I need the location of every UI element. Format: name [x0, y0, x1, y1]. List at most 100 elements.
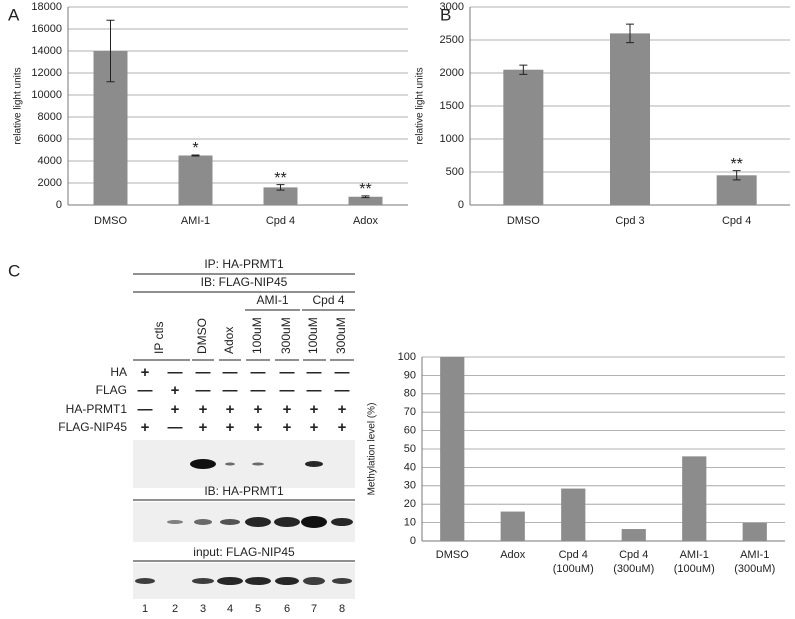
error-bar [519, 64, 528, 75]
y-tick-label: 20 [404, 498, 416, 510]
condition-mark: — [280, 382, 295, 399]
condition-mark: + [141, 419, 150, 436]
y-tick-label: 10 [404, 517, 416, 529]
y-tick-label: 0 [56, 199, 62, 211]
band [194, 519, 212, 525]
condition-mark: — [138, 382, 153, 399]
band [217, 577, 243, 585]
condition-mark: + [254, 419, 263, 436]
x-tick-label: Cpd 4 [722, 215, 751, 227]
bar [561, 488, 586, 541]
condition-mark: + [338, 401, 347, 418]
x-tick-label: DMSO [436, 549, 469, 561]
significance: ** [274, 170, 286, 187]
condition-mark: — [168, 419, 183, 436]
band [252, 462, 264, 466]
y-tick-label: 2500 [440, 34, 464, 46]
bar [263, 187, 298, 205]
condition-mark: — [280, 364, 295, 381]
condition-mark: — [196, 364, 211, 381]
bar [500, 511, 525, 541]
bar [503, 69, 544, 205]
y-tick-label: 1000 [440, 133, 464, 145]
y-tick-label: 30 [404, 480, 416, 492]
condition-mark: — [307, 382, 322, 399]
condition-mark: + [310, 419, 319, 436]
y-tick-label: 16000 [31, 23, 62, 35]
band [301, 516, 327, 528]
lane-number: 5 [255, 603, 261, 615]
y-tick-label: 80 [404, 388, 416, 400]
x-tick-label: Cpd 3 [615, 215, 644, 227]
x-tick-label: Cpd 4 [619, 549, 648, 561]
lane-number: 4 [227, 603, 233, 615]
significance: * [192, 140, 198, 157]
panel-label: B [440, 5, 451, 24]
condition-mark: + [141, 364, 150, 381]
condition-mark: — [138, 401, 153, 418]
band [135, 578, 155, 584]
condition-mark: — [251, 382, 266, 399]
y-tick-label: 50 [404, 443, 416, 455]
lane-label: DMSO [195, 318, 209, 354]
y-tick-label: 100 [398, 351, 416, 363]
condition-mark: — [196, 382, 211, 399]
significance: ** [359, 181, 371, 198]
band [305, 461, 323, 467]
y-tick-label: 8000 [38, 111, 62, 123]
blot-header: IP: HA-PRMT1 [204, 257, 284, 271]
lane-label: 100uM [250, 317, 264, 354]
condition-mark: — [223, 382, 238, 399]
error-bar [732, 170, 741, 181]
y-tick-label: 70 [404, 406, 416, 418]
blot-header: IB: FLAG-NIP45 [201, 275, 288, 289]
y-tick-label: 40 [404, 461, 416, 473]
condition-mark: — [223, 364, 238, 381]
y-tick-label: 12000 [31, 67, 62, 79]
x-tick-label: (300uM) [734, 563, 775, 575]
y-tick-label: 3000 [440, 1, 464, 13]
condition-mark: + [254, 401, 263, 418]
band [245, 577, 271, 585]
x-tick-label: (100uM) [674, 563, 715, 575]
lane-group: AMI-1 [256, 293, 288, 307]
bar [610, 33, 650, 206]
y-tick-label: 90 [404, 369, 416, 381]
lane-label: IP ctls [152, 322, 166, 354]
x-tick-label: Adox [353, 215, 379, 227]
bar [621, 529, 646, 541]
y-tick-label: 6000 [38, 133, 62, 145]
error-bar [276, 184, 285, 191]
band [275, 577, 299, 585]
bar [682, 456, 707, 541]
condition-mark: + [283, 419, 292, 436]
band [303, 577, 325, 585]
band [245, 517, 271, 527]
condition-mark: + [226, 419, 235, 436]
condition-mark: + [199, 401, 208, 418]
panel-label: A [8, 5, 20, 24]
y-tick-label: 2000 [440, 67, 464, 79]
condition-mark: + [171, 382, 180, 399]
lane-number: 1 [142, 603, 148, 615]
row-label: FLAG [96, 383, 127, 397]
lane-label: 100uM [306, 317, 320, 354]
band [167, 520, 183, 524]
error-bar [626, 23, 634, 44]
y-tick-label: 10000 [31, 89, 62, 101]
x-tick-label: (100uM) [553, 563, 594, 575]
condition-mark: — [168, 364, 183, 381]
y-tick-label: 0 [410, 535, 416, 547]
lane-number: 8 [339, 603, 345, 615]
blot-header: IB: HA-PRMT1 [204, 484, 284, 498]
band [190, 459, 216, 469]
x-tick-label: AMI-1 [181, 215, 210, 227]
condition-mark: — [335, 364, 350, 381]
condition-mark: + [171, 401, 180, 418]
band [331, 518, 353, 526]
x-tick-label: Cpd 4 [266, 215, 295, 227]
band [192, 578, 214, 584]
condition-mark: + [283, 401, 292, 418]
bar [742, 522, 767, 541]
